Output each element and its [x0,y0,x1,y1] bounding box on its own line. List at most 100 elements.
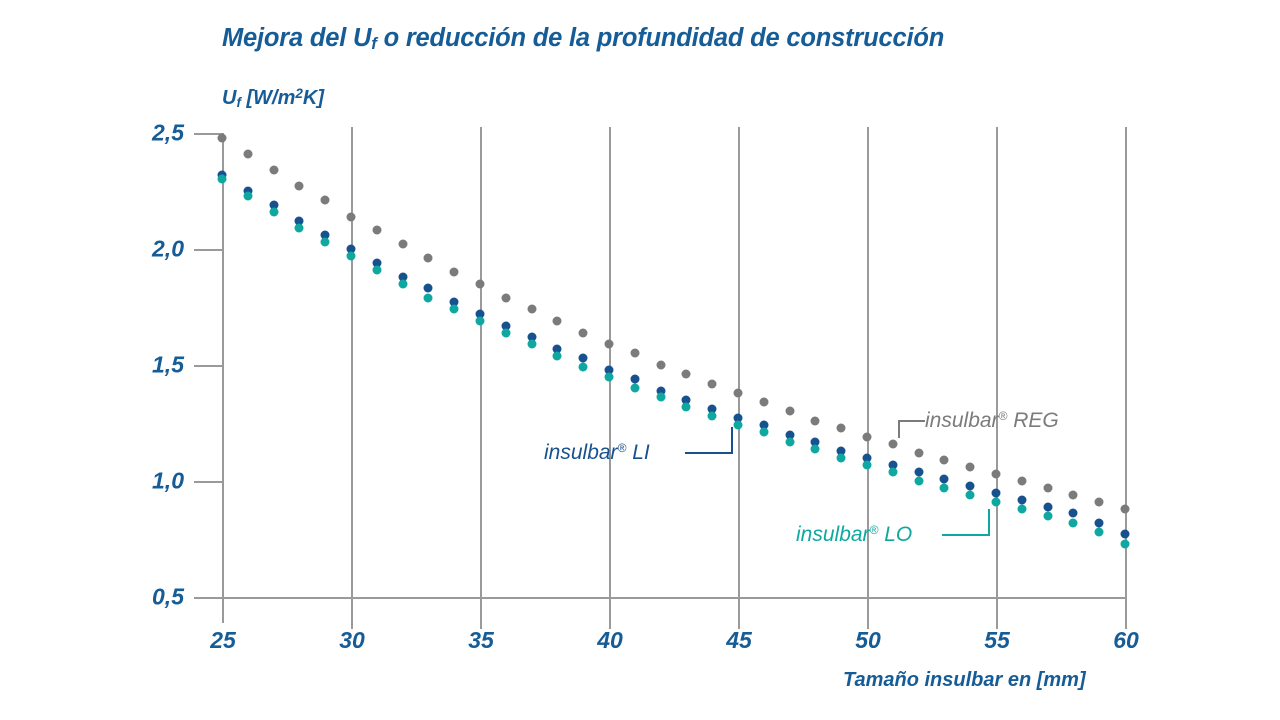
data-point [217,133,227,143]
data-point [888,439,898,449]
data-point [346,251,356,261]
data-point [733,388,743,398]
chart-title: Mejora del Uf o reducción de la profundi… [222,24,944,54]
data-point [862,453,872,463]
y-tick-label: 2,5 [152,119,184,146]
chart-title-subscript: f [371,34,377,53]
data-point [243,186,253,196]
x-tick-mark [867,597,869,623]
data-point [888,460,898,470]
series-label-variant: LO [878,523,913,546]
data-point [707,404,717,414]
series-label-variant: REG [1007,409,1059,432]
data-point [1017,504,1027,514]
x-tick-label: 55 [984,627,1010,653]
data-point [707,379,717,389]
data-point [475,316,485,326]
data-point [733,420,743,430]
data-point [243,149,253,159]
data-point [656,392,666,402]
data-point [1068,490,1078,500]
data-point [1068,508,1078,518]
data-point [681,402,691,412]
data-point [965,462,975,472]
series-label-name: insulbar [544,441,618,464]
x-tick-label: 40 [597,627,623,653]
vertical-gridline [867,127,869,629]
annotation-leader-line [685,452,733,454]
data-point [630,383,640,393]
data-point [810,416,820,426]
data-point [346,212,356,222]
data-point [398,279,408,289]
data-point [269,207,279,217]
data-point [578,362,588,372]
data-point [759,397,769,407]
data-point [1120,539,1130,549]
data-point [1017,495,1027,505]
x-tick-label: 25 [210,627,236,653]
data-point [862,432,872,442]
data-point [810,444,820,454]
data-point [630,348,640,358]
data-point [449,267,459,277]
data-point [939,455,949,465]
data-point [372,225,382,235]
data-point [1094,497,1104,507]
vertical-gridline [1125,127,1127,629]
data-point [269,200,279,210]
y-tick-mark [194,365,222,367]
data-point [578,328,588,338]
y-tick-mark [194,597,222,599]
series-label-name: insulbar [796,523,870,546]
data-point [552,344,562,354]
x-tick-label: 45 [726,627,752,653]
data-point [527,339,537,349]
series-annotation-label: insulbar® LO [796,523,912,547]
registered-trademark-icon: ® [869,523,879,537]
y-axis-title-superscript: 2 [295,86,303,101]
data-point [604,339,614,349]
data-point [1120,504,1130,514]
data-point [939,474,949,484]
series-annotation-label: insulbar® REG [925,409,1059,433]
data-point [759,427,769,437]
data-point [604,365,614,375]
data-point [217,174,227,184]
x-tick-label: 35 [468,627,494,653]
data-point [372,265,382,275]
data-point [527,304,537,314]
x-axis-title: Tamaño insulbar en [mm] [843,669,1086,691]
data-point [398,239,408,249]
data-point [578,353,588,363]
data-point [449,297,459,307]
y-tick-mark [194,481,222,483]
x-tick-mark [1125,597,1127,623]
data-point [320,230,330,240]
data-point [423,253,433,263]
data-point [320,195,330,205]
annotation-leader-line [898,420,925,422]
registered-trademark-icon: ® [998,409,1008,423]
data-point [294,223,304,233]
data-point [681,369,691,379]
x-tick-mark [738,597,740,623]
data-point [991,488,1001,498]
data-point [810,437,820,447]
data-point [527,332,537,342]
x-tick-mark [609,597,611,623]
vertical-gridline [351,127,353,629]
x-tick-mark [222,597,224,623]
data-point [398,272,408,282]
y-axis-title-subscript: f [236,95,241,110]
vertical-gridline [738,127,740,629]
annotation-leader-line [988,509,990,536]
data-point [888,467,898,477]
data-point [862,460,872,470]
y-axis-title: Uf [W/m2K] [222,86,324,110]
y-tick-label: 1,0 [152,467,184,494]
data-point [785,430,795,440]
data-point [604,372,614,382]
y-tick-mark [194,249,222,251]
